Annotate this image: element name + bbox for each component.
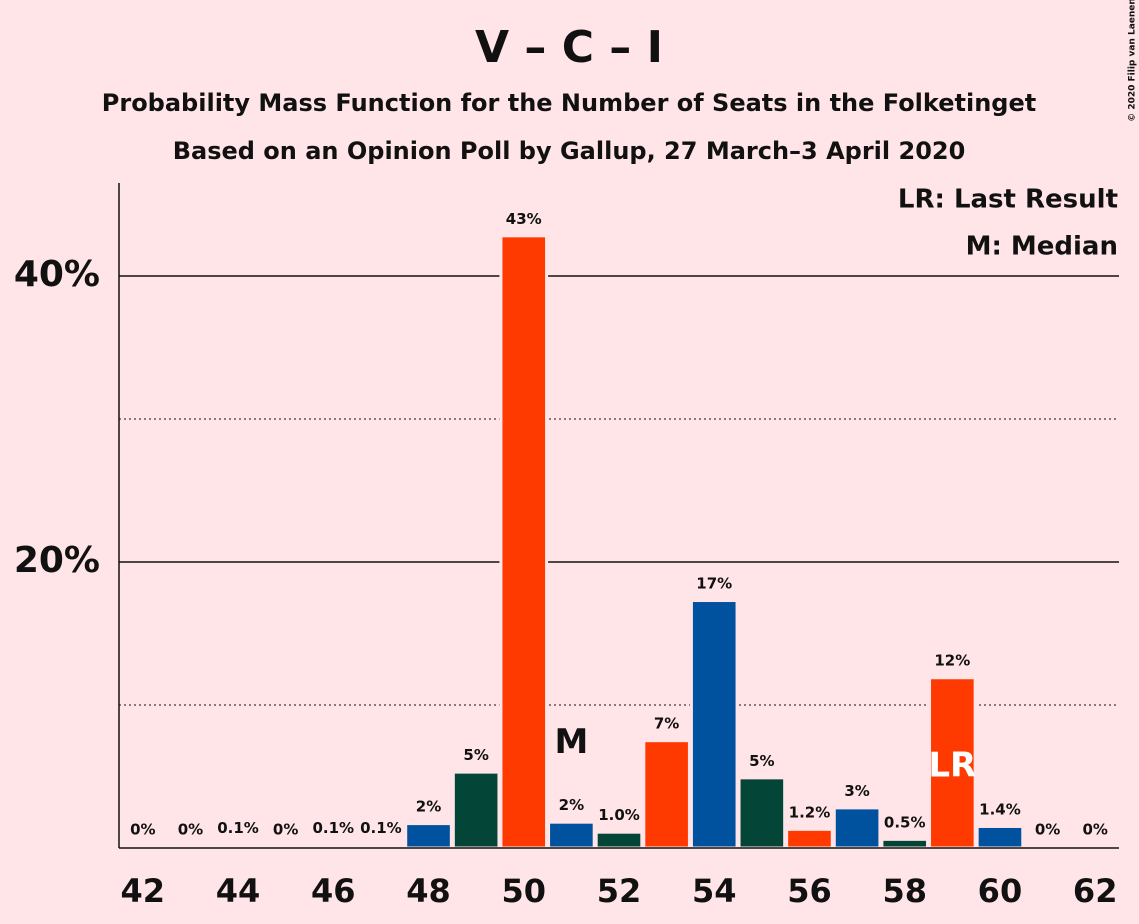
x-tick-label: 46 [311,872,356,910]
chart-subtitle: Based on an Opinion Poll by Gallup, 27 M… [173,137,966,165]
bar [737,776,787,850]
x-tick-label: 60 [978,872,1023,910]
x-tick-label: 44 [216,872,261,910]
value-label: 3% [844,782,869,800]
legend-entry: M: Median [966,232,1118,262]
x-tick-label: 62 [1073,872,1118,910]
x-tick-label: 56 [787,872,832,910]
x-tick-label: 50 [501,872,546,910]
value-label: 0% [1035,821,1060,839]
bar [594,830,644,850]
x-tick-label: 48 [406,872,451,910]
legend-entry: LR: Last Result [898,185,1118,215]
value-label: 1.2% [789,803,831,821]
value-label: 17% [696,575,732,593]
y-tick-label: 40% [14,254,100,295]
value-label: 12% [934,652,970,670]
chart-title: V – C – I [475,22,663,73]
bar [451,770,501,850]
value-label: 5% [463,746,488,764]
bar [832,806,882,850]
value-label: 0% [1082,821,1107,839]
value-label: 1.4% [979,800,1021,818]
bar [642,739,691,850]
value-label: 0% [178,821,203,839]
value-label: 0% [273,821,298,839]
value-label: 0.1% [360,819,402,837]
value-label: 5% [749,752,774,770]
annotation: LR [928,746,976,786]
x-tick-label: 54 [692,872,737,910]
bar [880,837,930,850]
x-tick-label: 52 [597,872,642,910]
bar [785,827,834,850]
value-label: 43% [506,210,542,228]
bar [547,820,596,850]
annotation: M [554,722,588,762]
y-tick-label: 20% [14,540,100,581]
value-label: 7% [654,715,679,733]
value-label: 0% [130,821,155,839]
x-tick-label: 42 [121,872,166,910]
bar [404,822,453,850]
x-tick-label: 58 [882,872,927,910]
value-label: 0.1% [217,819,259,837]
bar [689,599,739,850]
value-label: 2% [416,798,441,816]
value-label: 0.1% [312,819,354,837]
chart-subtitle: Probability Mass Function for the Number… [102,89,1036,117]
bar [499,234,549,850]
value-label: 0.5% [884,813,926,831]
value-label: 2% [559,796,584,814]
copyright: © 2020 Filip van Laenen [1128,0,1138,122]
value-label: 1.0% [598,806,640,824]
bar [975,824,1025,850]
